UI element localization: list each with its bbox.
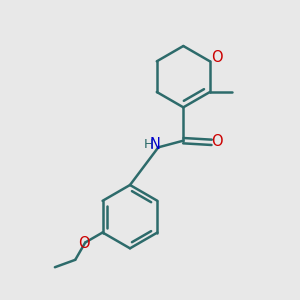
Text: O: O xyxy=(211,134,223,149)
Text: O: O xyxy=(78,236,89,251)
Text: H: H xyxy=(143,138,153,151)
Text: O: O xyxy=(212,50,223,65)
Text: N: N xyxy=(150,137,160,152)
